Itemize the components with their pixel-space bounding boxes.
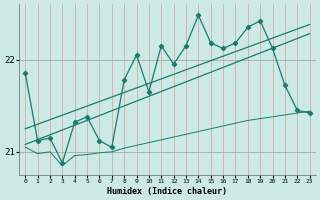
X-axis label: Humidex (Indice chaleur): Humidex (Indice chaleur) (108, 187, 228, 196)
